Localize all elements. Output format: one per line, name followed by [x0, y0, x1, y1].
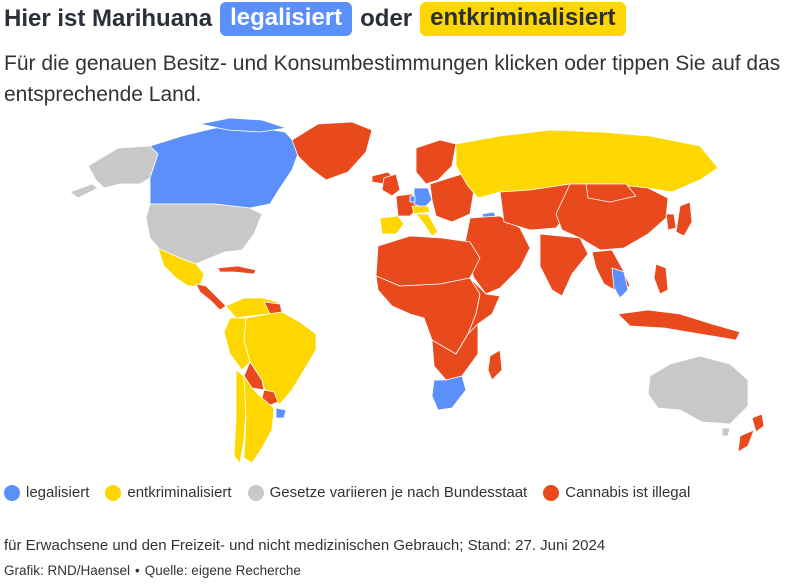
- country-greenland[interactable]: [291, 121, 373, 181]
- country-argentina[interactable]: [243, 375, 275, 464]
- country-usa[interactable]: [145, 203, 263, 265]
- country-new-zealand-south[interactable]: [737, 429, 755, 453]
- subtitle: Für die genauen Besitz- und Konsumbestim…: [4, 52, 781, 106]
- decriminalized-pill: entkriminalisiert: [420, 2, 626, 36]
- world-map[interactable]: [0, 118, 800, 473]
- legend-item-legalized: legalisiert: [4, 484, 89, 501]
- country-uruguay[interactable]: [275, 407, 287, 419]
- country-philippines[interactable]: [653, 263, 669, 295]
- legend-dot-legalized: [4, 484, 20, 501]
- region-indonesia-philippines[interactable]: [617, 309, 741, 341]
- country-italy[interactable]: [415, 213, 439, 237]
- country-new-zealand[interactable]: [751, 413, 765, 433]
- legend-dot-varies: [247, 484, 264, 501]
- country-thailand[interactable]: [611, 267, 629, 299]
- country-peru[interactable]: [223, 317, 251, 371]
- legend-item-illegal: Cannabis ist illegal: [543, 484, 690, 501]
- legend-label-legalized: legalisiert: [26, 484, 90, 501]
- country-uk-ireland[interactable]: [381, 173, 401, 197]
- legend-label-varies: Gesetze variieren je nach Bundesstaat: [269, 484, 528, 501]
- legend-label-decriminalized: entkriminalisiert: [127, 484, 232, 501]
- country-australia[interactable]: [647, 355, 749, 425]
- country-china[interactable]: [555, 183, 669, 251]
- region-scandinavia[interactable]: [415, 139, 457, 185]
- country-south-africa[interactable]: [431, 375, 467, 411]
- country-india[interactable]: [539, 233, 589, 297]
- country-canada[interactable]: [149, 125, 301, 209]
- headline: Hier ist Marihuana legalisiert oder entk…: [4, 2, 634, 36]
- credit-line: Grafik: RND/Haensel • Quelle: eigene Reche…: [4, 563, 301, 578]
- country-alaska[interactable]: [87, 145, 159, 189]
- country-russia[interactable]: [455, 129, 719, 199]
- country-madagascar[interactable]: [487, 349, 503, 381]
- country-alaska-islands[interactable]: [69, 183, 99, 199]
- country-tasmania[interactable]: [721, 427, 731, 437]
- legend-item-varies: Gesetze variieren je nach Bundesstaat: [247, 484, 528, 501]
- headline-connector: oder: [360, 5, 413, 32]
- legend-dot-illegal: [543, 484, 560, 501]
- country-japan[interactable]: [675, 201, 693, 237]
- legend-item-decriminalized: entkriminalisiert: [105, 484, 232, 501]
- country-mongolia[interactable]: [585, 183, 637, 203]
- country-germany[interactable]: [413, 187, 433, 209]
- legend: legalisiert entkriminalisiert Gesetze va…: [4, 484, 706, 501]
- footnote: für Erwachsene und den Freizeit- und nic…: [4, 537, 606, 554]
- country-malta-luxembourg[interactable]: [409, 195, 416, 203]
- credit-graphic: Grafik: RND/Haensel: [4, 563, 131, 578]
- country-canada-islands[interactable]: [199, 118, 287, 133]
- credit-source: Quelle: eigene Recherche: [144, 563, 301, 578]
- country-spain-portugal[interactable]: [379, 215, 405, 235]
- region-north-africa[interactable]: [375, 235, 481, 287]
- legend-label-illegal: Cannabis ist illegal: [565, 484, 691, 501]
- country-korea[interactable]: [665, 213, 677, 231]
- legalized-pill: legalisiert: [220, 2, 353, 36]
- headline-prefix: Hier ist Marihuana: [4, 5, 213, 32]
- credit-separator: •: [135, 563, 140, 578]
- region-southern-africa[interactable]: [431, 323, 479, 381]
- legend-dot-decriminalized: [105, 484, 122, 501]
- country-switzerland-austria[interactable]: [411, 205, 431, 215]
- region-central-america[interactable]: [195, 283, 227, 311]
- region-caribbean[interactable]: [217, 265, 257, 275]
- country-brazil[interactable]: [243, 311, 317, 405]
